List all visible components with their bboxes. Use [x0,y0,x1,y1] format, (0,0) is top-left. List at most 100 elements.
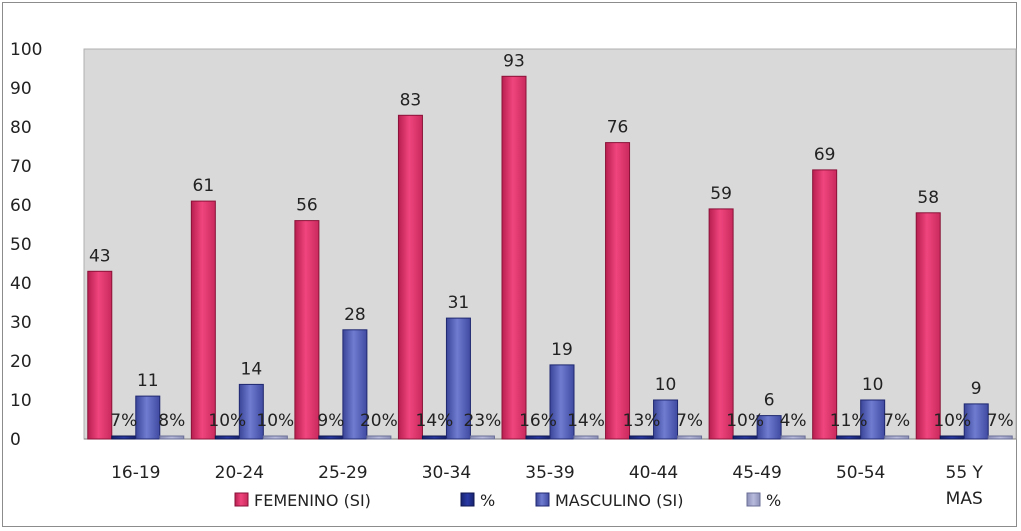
bar-16-19-s1 [111,435,137,440]
bar-55-y-mas-s2 [963,403,989,440]
x-tick-label: 20-24 [215,463,264,483]
data-label-count: 10 [862,375,884,395]
legend-swatch [234,492,249,507]
y-tick-label: 30 [10,313,32,333]
data-label-count: 31 [448,293,470,313]
bar-25-29-s3 [366,435,392,440]
data-label-percent: 16% [519,411,557,431]
bar-50-54-s0 [812,169,838,440]
bar-30-34-s2 [445,317,471,440]
y-axis-ticks: 0 10 20 30 40 50 60 70 80 90 100 [10,40,42,450]
bar-50-54-s1 [836,435,862,440]
bar-40-44-s0 [605,142,631,440]
data-label-percent: 14% [567,411,605,431]
y-tick-label: 90 [10,79,32,99]
data-label-percent: 7% [883,411,910,431]
y-tick-label: 100 [10,40,42,60]
data-label-percent: 7% [676,411,703,431]
bar-35-39-s0 [501,75,527,440]
legend: FEMENINO (SI)% MASCULINO (SI)% [234,491,781,510]
bar-16-19-s0 [87,270,113,440]
data-label-count: 56 [296,196,318,216]
data-label-count: 76 [607,118,629,138]
bar-35-39-s1 [525,435,551,440]
data-label-percent: 7% [110,411,137,431]
data-label-percent: 4% [780,411,807,431]
x-tick-label: 16-19 [111,463,160,483]
y-tick-label: 20 [10,352,32,372]
data-label-percent: 23% [464,411,502,431]
data-label-percent: 10% [256,411,294,431]
bar-55-y-mas-s3 [987,435,1013,440]
data-label-count: 11 [137,371,159,391]
legend-swatch [460,492,475,507]
data-label-count: 19 [551,340,573,360]
bar-45-49-s2 [756,415,782,440]
data-label-count: 83 [400,90,422,110]
y-tick-label: 60 [10,196,32,216]
bar-55-y-mas-s1 [939,435,965,440]
bar-40-44-s1 [629,435,655,440]
bar-35-39-s2 [549,364,575,440]
bar-50-54-s2 [860,399,886,440]
x-tick-label: 55 Y MAS [946,463,984,509]
bar-16-19-s3 [159,435,185,440]
bar-20-24-s2 [238,383,264,440]
data-label-percent: 10% [933,411,971,431]
legend-label: % [480,491,495,510]
data-label-count: 9 [971,379,982,399]
bar-20-24-s3 [262,435,288,440]
y-tick-label: 0 [10,430,21,450]
bar-16-19-s2 [135,395,161,440]
bar-40-44-s3 [677,435,703,440]
data-label-percent: 14% [416,411,454,431]
data-label-count: 43 [89,246,111,266]
x-tick-label: 45-49 [732,463,781,483]
legend-label: % [766,491,781,510]
data-label-percent: 9% [317,411,344,431]
data-label-count: 6 [764,391,775,411]
bar-40-44-s2 [653,399,679,440]
data-label-count: 59 [710,184,732,204]
data-label-count: 14 [241,359,263,379]
data-label-count: 10 [655,375,677,395]
data-label-percent: 7% [987,411,1014,431]
legend-swatch [535,492,550,507]
bar-55-y-mas-s0 [915,212,941,440]
data-label-percent: 13% [623,411,661,431]
data-label-percent: 10% [208,411,246,431]
x-axis-ticks: 16-19 20-24 25-29 30-34 35-39 40-44 45-49 50-54… [111,463,983,509]
x-tick-label: 35-39 [525,463,574,483]
data-label-count: 58 [917,188,939,208]
data-label-count: 28 [344,305,366,325]
bar-30-34-s1 [421,435,447,440]
bar-45-49-s0 [708,208,734,440]
data-label-count: 69 [814,145,836,165]
x-tick-label: 50-54 [836,463,885,483]
data-label-count: 93 [503,51,525,71]
bar-45-49-s1 [732,435,758,440]
y-tick-label: 40 [10,274,32,294]
y-tick-label: 10 [10,391,32,411]
bar-50-54-s3 [884,435,910,440]
bar-35-39-s3 [573,435,599,440]
bar-45-49-s3 [780,435,806,440]
bar-20-24-s1 [214,435,240,440]
x-tick-label: 25-29 [318,463,367,483]
y-tick-label: 70 [10,157,32,177]
data-label-percent: 11% [830,411,868,431]
y-tick-label: 80 [10,118,32,138]
legend-swatch [746,492,761,507]
legend-label: FEMENINO (SI) [254,491,371,510]
y-tick-label: 50 [10,235,32,255]
bar-30-34-s0 [397,114,423,440]
x-tick-label: 30-34 [422,463,471,483]
bar-25-29-s0 [294,220,320,440]
bar-20-24-s0 [190,200,216,440]
bars [87,75,1013,440]
legend-label: MASCULINO (SI) [555,491,683,510]
bar-25-29-s1 [318,435,344,440]
x-tick-label: 40-44 [629,463,678,483]
